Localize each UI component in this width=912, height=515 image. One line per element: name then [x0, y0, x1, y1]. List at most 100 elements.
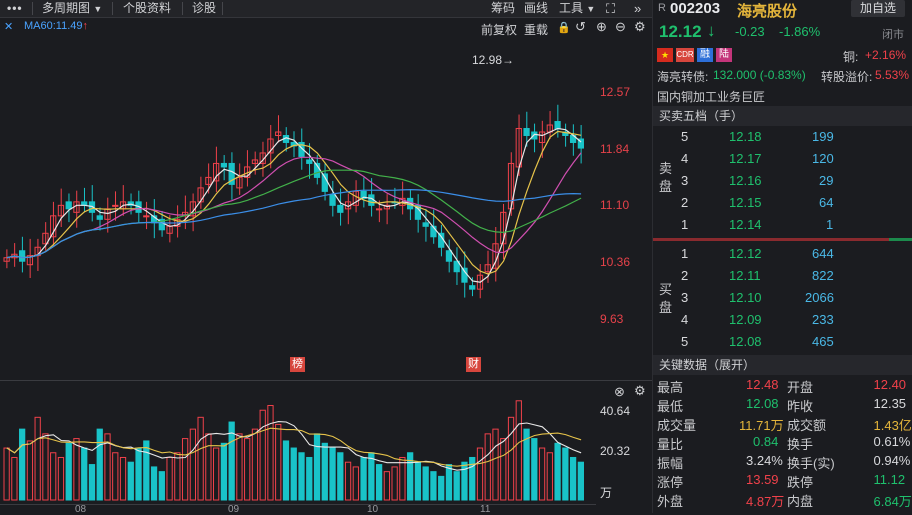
sell-level: 3 [681, 173, 689, 188]
key-data-label: 最高 [657, 380, 684, 395]
volume-bar [104, 433, 111, 501]
volume-bar [50, 452, 57, 501]
volume-bar [189, 428, 197, 501]
candle-body [220, 162, 228, 168]
candle-body [577, 138, 584, 149]
quote-panel: R 002203 海亮股份 加自选 12.12 ↓ -0.23 -1.86% 闭… [652, 0, 912, 513]
draw-line-button[interactable]: 画线 [524, 1, 549, 15]
adjust-button[interactable]: 前复权 [481, 23, 518, 37]
candle-body [205, 176, 212, 185]
sell-price: 12.17 [729, 151, 762, 166]
price-change-pct: -1.86% [779, 24, 821, 39]
volume-bar [453, 471, 460, 501]
candle-body [422, 222, 429, 227]
volume-bar [251, 428, 259, 501]
key-data-label: 换手 [787, 437, 814, 452]
key-data-header[interactable]: 关键数据（展开） [653, 355, 912, 375]
candlestick-chart[interactable] [0, 38, 596, 378]
add-watchlist-button[interactable]: 加自选 [851, 0, 905, 17]
volume-bar [127, 461, 134, 501]
volume-bar [267, 405, 274, 501]
chips-button[interactable]: 筹码 [491, 1, 516, 15]
buy-label-top: 买 [659, 282, 673, 297]
collapse-icon[interactable]: ✕ [4, 21, 14, 33]
volume-ma5-line [6, 421, 582, 471]
volume-header: ⊗ ⚙ [0, 380, 652, 401]
sell-pressure-bar [653, 238, 889, 241]
volume-bar [352, 466, 359, 501]
candle-body [42, 232, 49, 245]
close-icon[interactable]: ⊗ [614, 384, 625, 399]
ma60-value: MA60:11.49 [24, 20, 83, 32]
china-flag-icon: 国★ [657, 48, 673, 62]
volume-bar [313, 433, 321, 501]
copper-value: +2.16% [865, 48, 907, 62]
key-data-value: 11.71万 [739, 418, 784, 433]
event-marker[interactable]: 财 [466, 357, 481, 372]
volume-bar [577, 461, 584, 501]
margin-badge: 融 [697, 48, 713, 62]
current-price: 12.12 [659, 22, 702, 41]
candle-body [228, 162, 235, 185]
collapse-right-icon[interactable]: » [634, 1, 642, 16]
volume-bar [298, 452, 305, 501]
sell-price: 12.16 [729, 173, 762, 188]
sell-level: 5 [681, 129, 689, 144]
fullscreen-icon[interactable]: ⛶ [606, 1, 616, 16]
volume-bar [523, 428, 530, 501]
volume-bar [205, 433, 212, 501]
volume-bar [422, 466, 429, 501]
candle-body [375, 208, 383, 211]
volume-bar [383, 471, 390, 501]
key-data-label: 振幅 [657, 456, 684, 471]
key-data-title: 关键数据（展开） [659, 358, 756, 372]
candle-body [337, 204, 344, 213]
lock-icon[interactable]: 🔒 [557, 22, 571, 34]
market-tag: R [658, 2, 666, 14]
volume-bar [515, 400, 522, 501]
diagnose-button[interactable]: 诊股 [192, 1, 217, 15]
volume-bar [150, 466, 158, 501]
key-data-value: 0.94% [873, 453, 911, 468]
volume-bar [414, 461, 422, 501]
sell-label-bottom: 盘 [659, 179, 673, 194]
key-data-label: 换手(实) [787, 456, 835, 471]
zoom-in-icon[interactable]: ⊕ [596, 19, 607, 34]
candle-body [523, 128, 530, 136]
buy-price: 12.10 [729, 290, 762, 305]
connect-badge: 陆 [716, 48, 732, 62]
settings-icon[interactable]: ⚙ [634, 19, 646, 34]
overlay-button[interactable]: 重载 [524, 23, 549, 37]
volume-bar [538, 447, 546, 501]
volume-bar [469, 456, 476, 501]
volume-bar [19, 428, 26, 501]
candle-body [65, 201, 72, 210]
volume-ma10-line [6, 427, 582, 467]
time-axis-label: 09 [228, 504, 240, 515]
stock-info-button[interactable]: 个股资料 [123, 1, 172, 15]
volume-bar [181, 438, 189, 501]
undo-icon[interactable]: ↺ [575, 19, 586, 34]
sell-volume: 64 [819, 195, 834, 210]
tools-dropdown[interactable]: 工具 ▼ [559, 0, 595, 17]
event-marker[interactable]: 榜 [290, 357, 305, 372]
candle-body [112, 204, 119, 207]
period-dropdown[interactable]: 多周期图 ▼ [42, 0, 102, 17]
zoom-out-icon[interactable]: ⊖ [615, 19, 626, 34]
volume-bar [407, 452, 414, 501]
volume-bar [11, 456, 18, 501]
volume-axis-unit: 万 [600, 486, 613, 500]
candle-body [135, 201, 142, 213]
time-axis: 08 09 10 11 [0, 504, 596, 515]
industry-tag[interactable]: 国内铜加工业务巨匠 [657, 90, 766, 104]
sell-volume: 29 [819, 173, 834, 188]
premium-label: 转股溢价: [821, 70, 873, 84]
candle-body [298, 141, 305, 157]
volume-bar [197, 416, 204, 501]
sell-volume: 120 [812, 151, 834, 166]
price-axis-label: 11.84 [600, 142, 630, 156]
volume-chart[interactable] [0, 400, 596, 504]
bond-label[interactable]: 海亮转债: [657, 70, 709, 84]
more-icon[interactable]: ••• [7, 1, 23, 15]
settings-icon[interactable]: ⚙ [634, 383, 646, 398]
